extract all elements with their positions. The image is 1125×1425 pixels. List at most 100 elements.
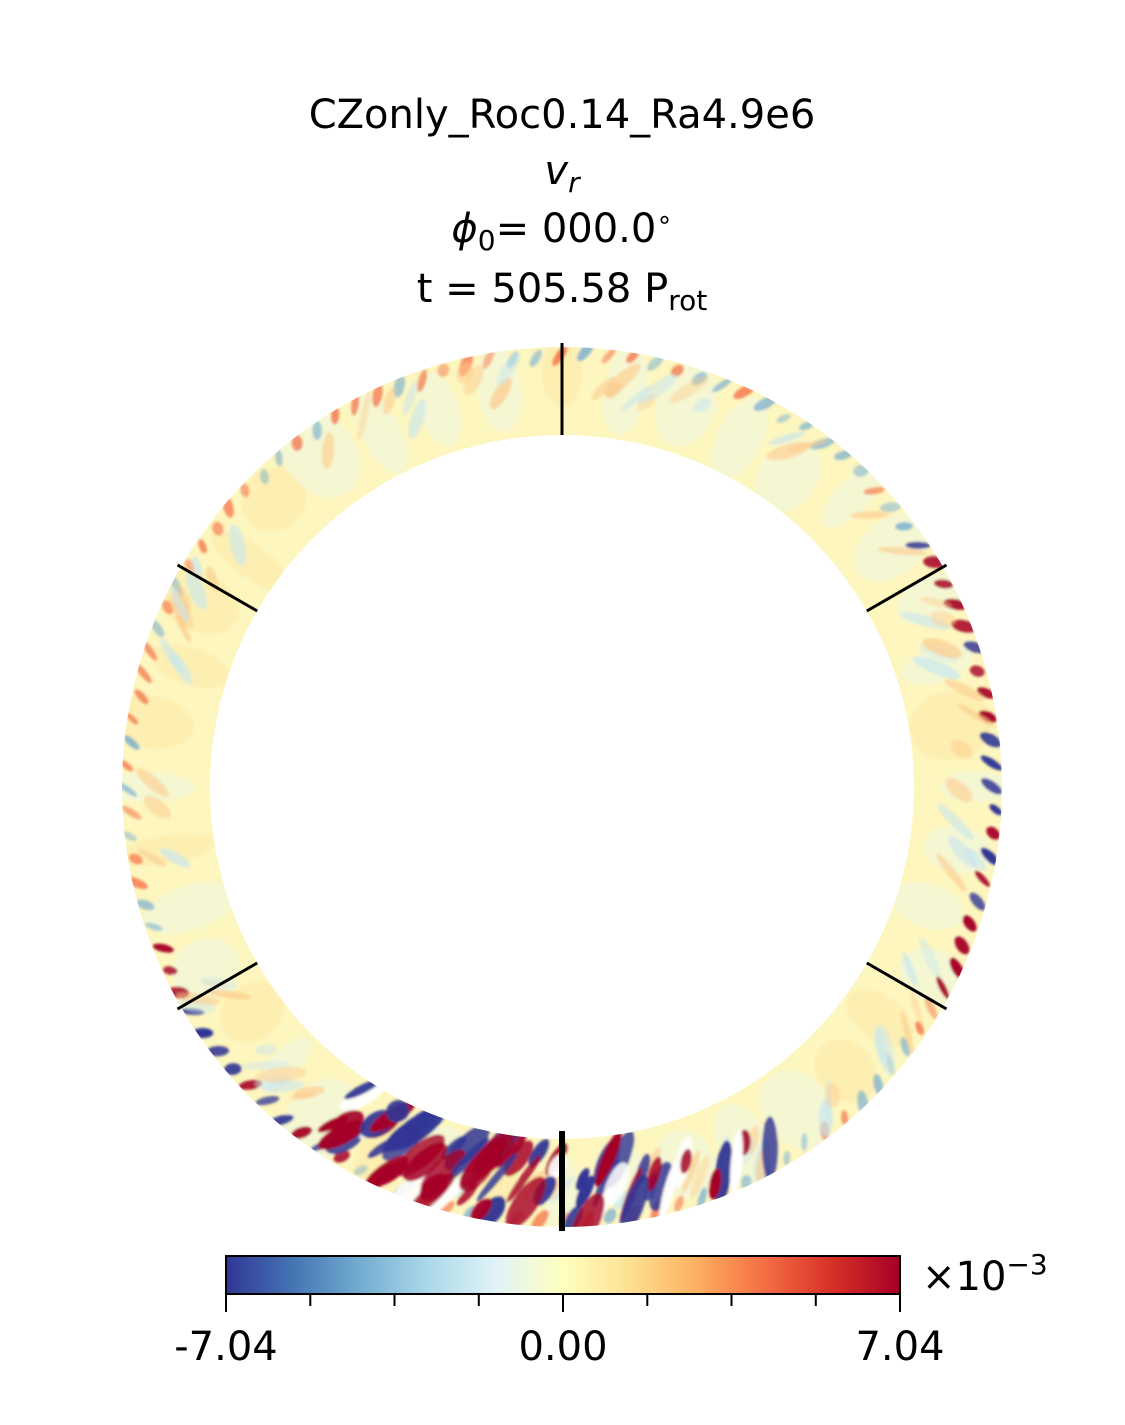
colorbar-gradient <box>225 1255 901 1295</box>
velocity-blob <box>417 369 428 393</box>
velocity-blob <box>825 1083 841 1108</box>
velocity-blob <box>681 1150 701 1193</box>
velocity-blob <box>240 483 250 498</box>
velocity-blob <box>191 556 203 577</box>
velocity-blob <box>733 383 757 400</box>
velocity-blob <box>638 373 678 405</box>
velocity-blob <box>646 355 664 371</box>
velocity-blob <box>759 1070 834 1150</box>
velocity-blob <box>892 882 964 930</box>
velocity-blob <box>255 1096 280 1106</box>
velocity-blob <box>950 739 973 759</box>
velocity-blob <box>936 853 967 892</box>
velocity-blob <box>417 372 462 447</box>
velocity-blob <box>198 539 207 554</box>
velocity-blob <box>119 760 134 772</box>
velocity-blob <box>902 952 918 987</box>
velocity-blob <box>708 1168 722 1200</box>
colorbar-ticks <box>225 1294 901 1312</box>
velocity-blob <box>192 1027 214 1039</box>
velocity-blob <box>937 803 974 840</box>
annulus-base <box>122 347 1002 1227</box>
velocity-blob <box>134 663 152 684</box>
velocity-blob <box>367 1138 396 1159</box>
velocity-blob <box>106 694 194 749</box>
velocity-blob <box>259 469 270 485</box>
velocity-blob <box>799 421 814 431</box>
velocity-blob <box>951 619 977 633</box>
velocity-blob <box>321 432 335 470</box>
velocity-blob <box>357 390 371 440</box>
velocity-blob <box>776 414 791 423</box>
velocity-blob <box>577 341 595 362</box>
velocity-blob <box>489 377 513 410</box>
velocity-blob <box>353 1165 368 1176</box>
time-subscript: rot <box>668 284 707 317</box>
velocity-blob <box>753 396 777 412</box>
velocity-blob <box>563 1204 583 1234</box>
velocity-blob <box>919 937 941 978</box>
velocity-blob <box>212 521 224 536</box>
velocity-blob <box>126 713 139 725</box>
velocity-blob <box>626 350 639 364</box>
velocity-blob <box>977 687 996 699</box>
phi-label: ϕ0= 000.0∘ <box>451 205 672 257</box>
velocity-blob <box>591 376 616 400</box>
velocity-structures <box>98 337 1012 1248</box>
velocity-blob <box>821 465 884 528</box>
velocity-blob <box>151 619 165 638</box>
velocity-blob <box>178 585 192 611</box>
annulus-heatmap <box>98 337 1012 1248</box>
phi-value: = 000.0 <box>496 206 657 252</box>
velocity-blob <box>669 375 709 403</box>
velocity-blob <box>954 936 970 955</box>
velocity-blob <box>880 502 901 513</box>
colorbar-tick-zero: 0.00 <box>518 1324 607 1370</box>
velocity-blob <box>121 831 137 842</box>
variable-label: vr <box>544 148 581 199</box>
velocity-blob <box>290 1126 313 1140</box>
velocity-blob <box>768 431 805 445</box>
velocity-blob <box>403 380 418 416</box>
velocity-blob <box>503 1140 534 1177</box>
colorbar-exponent: ×10−3 <box>922 1248 1048 1300</box>
latitude-marker <box>176 563 258 613</box>
velocity-blob <box>693 398 712 413</box>
velocity-blob <box>117 782 138 797</box>
velocity-blob <box>933 579 954 589</box>
velocity-blob <box>506 1155 541 1203</box>
velocity-blob <box>570 1193 605 1248</box>
velocity-blob <box>476 1152 518 1202</box>
velocity-blob <box>496 352 521 387</box>
velocity-blob <box>396 1134 446 1177</box>
velocity-blob <box>680 1148 692 1174</box>
velocity-blob <box>923 556 947 569</box>
velocity-blob <box>134 689 149 705</box>
chart-title: CZonly_Roc0.14_Ra4.9e6 <box>309 92 816 138</box>
velocity-blob <box>383 387 396 415</box>
velocity-blob <box>385 1099 410 1123</box>
variable-symbol: v <box>544 148 569 194</box>
velocity-blob <box>141 640 158 661</box>
velocity-blob <box>575 1175 595 1208</box>
variable-subscript: r <box>568 166 581 199</box>
velocity-blob <box>344 1079 382 1100</box>
velocity-blob <box>876 1025 896 1076</box>
velocity-blob <box>339 1083 384 1111</box>
velocity-blob <box>619 1174 649 1236</box>
velocity-blob <box>740 1174 752 1190</box>
velocity-blob <box>900 1037 911 1057</box>
velocity-blob <box>255 1044 277 1055</box>
velocity-blob <box>801 1133 808 1152</box>
velocity-blob <box>936 976 950 1000</box>
velocity-blob <box>863 486 885 495</box>
velocity-blob <box>477 1195 506 1227</box>
velocity-blob <box>597 1132 622 1183</box>
velocity-blob <box>989 804 1003 816</box>
velocity-blob <box>912 656 961 680</box>
velocity-blob <box>849 511 889 519</box>
velocity-blob <box>98 772 195 802</box>
velocity-blob <box>463 365 484 395</box>
velocity-blob <box>965 847 987 871</box>
velocity-blob <box>528 1139 550 1167</box>
